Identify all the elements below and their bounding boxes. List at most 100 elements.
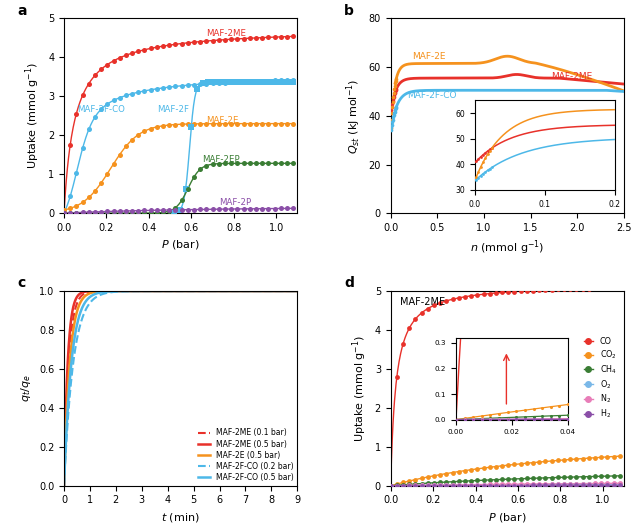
Point [388,97,398,105]
Point [77,209,88,218]
Point [133,88,143,97]
Point [565,473,575,482]
Point [386,109,396,117]
Point [596,479,606,488]
Point [503,480,513,488]
Point [202,80,212,88]
Point [460,293,470,301]
Point [102,208,113,216]
Point [288,76,298,84]
Point [214,79,224,87]
MAF-2F-CO (0.2 bar) [252,288,259,294]
Point [140,45,150,54]
Point [65,141,76,149]
Point [491,480,501,489]
Point [479,476,489,484]
Point [466,480,476,489]
Point [386,106,396,114]
Point [195,165,205,174]
Point [226,35,236,43]
Point [447,481,458,489]
Point [108,209,118,218]
Point [133,206,143,215]
Point [232,35,243,43]
Point [491,289,501,297]
Point [226,77,236,86]
Point [121,209,131,218]
MAF-2F-CO (0.5 bar) [171,288,179,294]
Point [441,482,451,490]
Point [127,206,137,215]
Point [441,297,451,305]
Y-axis label: Uptake (mmol g$^{-1}$): Uptake (mmol g$^{-1}$) [24,62,42,169]
Point [479,464,489,472]
Point [454,480,464,489]
Point [133,130,143,139]
Point [90,209,100,218]
MAF-2ME (0.1 bar) [252,288,260,294]
Point [392,482,402,490]
Point [590,454,600,462]
Point [276,76,286,84]
Line: MAF-2F-CO (0.2 bar): MAF-2F-CO (0.2 bar) [64,291,298,486]
Point [484,480,495,488]
Point [254,77,264,86]
Point [214,119,224,128]
MAF-2F-CO (0.5 bar) [199,288,207,294]
MAF-2ME (0.5 bar) [294,288,301,294]
Point [282,204,292,213]
Point [121,142,131,150]
Point [390,106,401,114]
Point [170,120,180,129]
Point [484,476,495,484]
Point [115,150,125,159]
Point [404,324,414,333]
Point [602,284,612,293]
Point [472,482,483,490]
Point [398,482,408,490]
Point [207,205,218,213]
Point [226,119,236,128]
Point [472,480,483,489]
Point [140,127,150,135]
Point [158,83,168,92]
MAF-2ME (0.1 bar) [199,288,207,294]
Point [577,454,588,463]
Point [553,481,563,489]
Point [559,456,569,464]
Point [435,481,445,489]
Point [127,89,137,98]
Point [220,205,230,213]
Point [182,205,193,214]
Point [390,89,400,98]
Point [214,159,224,168]
MAF-2F-CO (0.2 bar) [172,288,180,294]
MAF-2ME (0.1 bar) [289,288,296,294]
Point [220,77,230,86]
Point [392,482,402,490]
Point [429,482,439,490]
Point [522,474,532,483]
MAF-2F-CO (0.5 bar) [186,288,194,294]
Point [602,481,612,489]
Point [572,285,582,293]
Point [90,187,100,195]
Point [220,159,230,168]
Point [460,477,470,485]
Text: MAF-2P: MAF-2P [219,197,251,206]
Point [534,480,545,489]
Point [547,479,557,488]
Point [522,287,532,295]
Point [435,299,445,307]
Point [479,290,489,298]
Point [596,481,606,489]
Point [497,482,508,490]
Point [108,96,118,105]
Point [522,480,532,489]
Point [422,481,433,489]
Point [59,209,69,218]
Point [152,84,162,93]
Point [169,209,179,217]
Point [479,480,489,489]
Point [257,119,268,128]
